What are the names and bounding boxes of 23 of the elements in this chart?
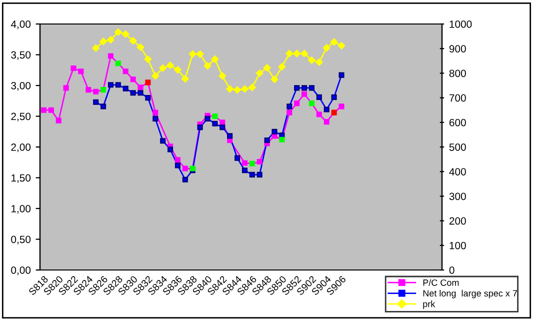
y2-tick-label: 300 (449, 192, 466, 200)
y-tick-label: 2,50 (11, 112, 31, 122)
y-tick-label: 4,00 (10, 20, 31, 30)
y2-tick-label: 200 (449, 217, 466, 225)
y2-tick-label: 900 (449, 45, 466, 52)
y-tick-label: 1,50 (11, 174, 31, 183)
y-tick-label: 3,00 (11, 82, 31, 91)
y2-tick-label: 400 (449, 168, 466, 176)
y-tick-label: 0,00 (11, 266, 31, 276)
y-tick-label: 2,00 (11, 144, 31, 152)
legend-label: P/C Com (423, 279, 459, 286)
legend-label: Net long large spec x 7 (423, 290, 518, 298)
y-tick-label: 1,00 (11, 205, 31, 214)
y2-tick-label: 600 (449, 118, 466, 126)
y2-tick-label: 100 (450, 242, 466, 250)
y2-tick-label: 700 (449, 94, 466, 102)
y2-tick-label: 1000 (450, 20, 472, 28)
legend-label: prk (423, 300, 436, 309)
y-tick-label: 3,50 (11, 51, 31, 60)
y2-tick-label: 800 (449, 70, 466, 78)
y2-tick-label: 500 (449, 144, 466, 151)
y-tick-label: 0,50 (11, 236, 31, 244)
y2-tick-label: 0 (449, 266, 454, 274)
